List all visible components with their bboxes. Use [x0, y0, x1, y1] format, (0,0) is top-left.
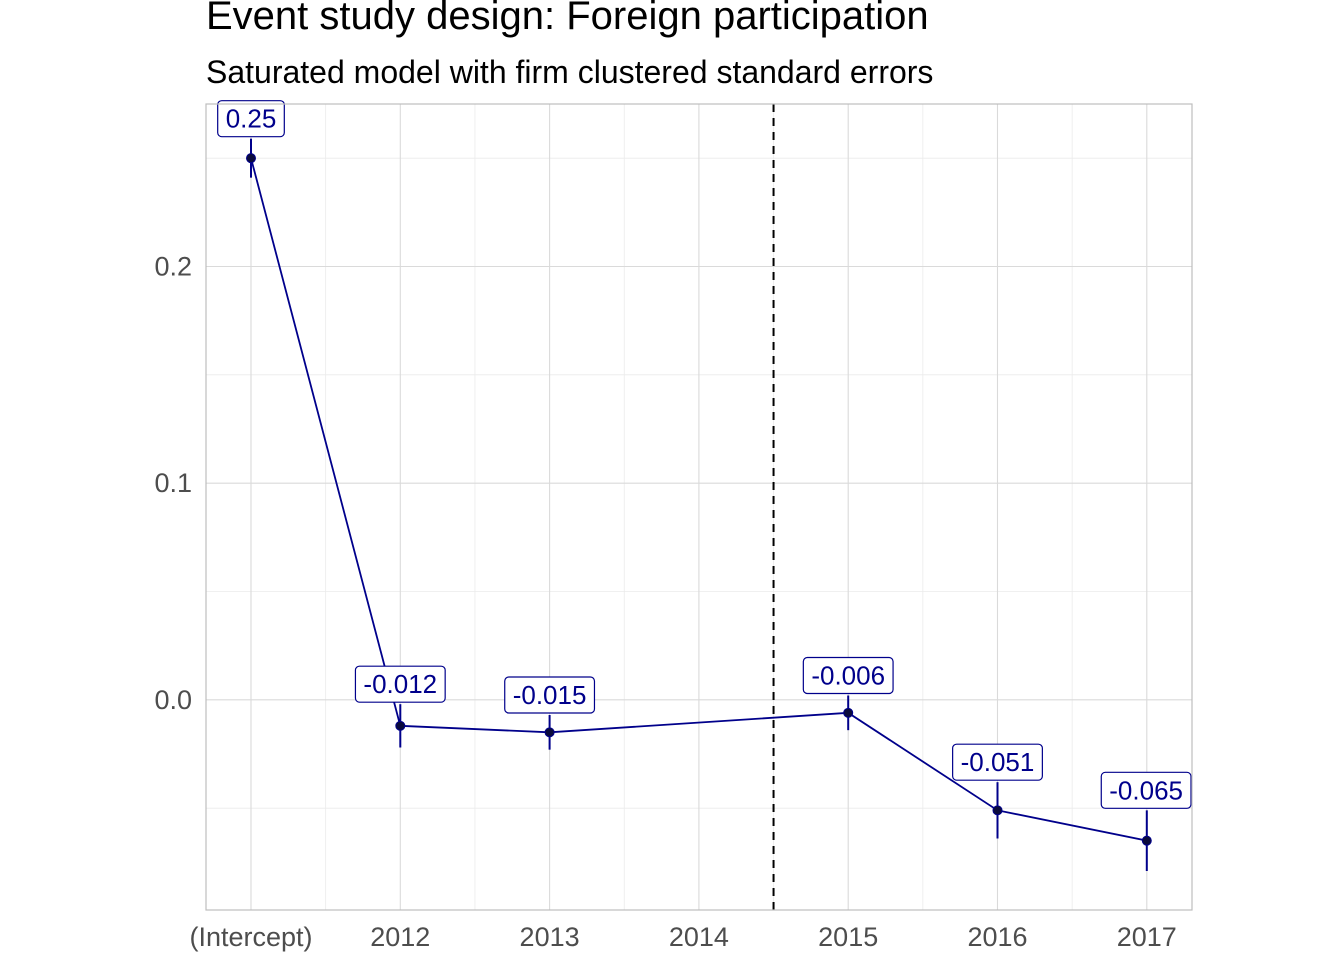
data-label-box [354, 665, 446, 703]
data-label-box [504, 676, 596, 714]
series-layer [246, 138, 1152, 871]
data-label: -0.065 [1100, 771, 1192, 809]
panel-border [205, 103, 1193, 911]
x-tick-label: 2016 [967, 922, 1027, 952]
x-tick-label: 2013 [520, 922, 580, 952]
chart-title: Event study design: Foreign participatio… [206, 0, 929, 38]
data-label-box [952, 743, 1043, 781]
data-label: -0.051 [952, 743, 1043, 781]
y-tick-label: 0.2 [154, 252, 192, 282]
data-point [843, 707, 854, 718]
data-label-text: -0.015 [513, 680, 587, 710]
data-point [992, 805, 1003, 816]
data-label: -0.006 [802, 656, 894, 695]
y-tick-label: 0.1 [154, 468, 192, 498]
data-label-text: -0.012 [363, 669, 437, 699]
data-point [1141, 835, 1152, 846]
data-point [246, 153, 256, 164]
axis-tick-labels: 0.2 0.1 0.0 (Intercept) 2012 2013 2014 2015 2016… [154, 252, 1176, 953]
data-label-box [217, 100, 285, 138]
data-point [544, 727, 555, 738]
data-label: 0.25 [217, 100, 285, 138]
data-label-text: -0.006 [811, 661, 885, 691]
chart-subtitle: Saturated model with firm clustered stan… [206, 54, 934, 90]
x-tick-label: 2014 [669, 922, 729, 952]
y-tick-label: 0.0 [154, 685, 192, 715]
x-tick-label: 2017 [1117, 922, 1177, 952]
x-tick-label: 2015 [818, 922, 878, 952]
data-label-layer: 0.25 -0.012 -0.015 -0.006 -0.051 -0.065 [217, 100, 1192, 809]
data-label: -0.012 [354, 665, 446, 703]
x-tick-label: 2012 [370, 922, 430, 952]
data-point [395, 720, 406, 731]
data-label-box [802, 656, 894, 695]
data-label: -0.015 [504, 676, 596, 714]
data-label-text: -0.051 [961, 747, 1035, 777]
major-gridlines [206, 104, 1192, 910]
x-tick-label: (Intercept) [189, 922, 312, 952]
series-line [250, 157, 1147, 842]
data-label-text: -0.065 [1109, 775, 1183, 805]
data-label-text: 0.25 [226, 104, 277, 134]
data-label-box [1100, 771, 1192, 809]
